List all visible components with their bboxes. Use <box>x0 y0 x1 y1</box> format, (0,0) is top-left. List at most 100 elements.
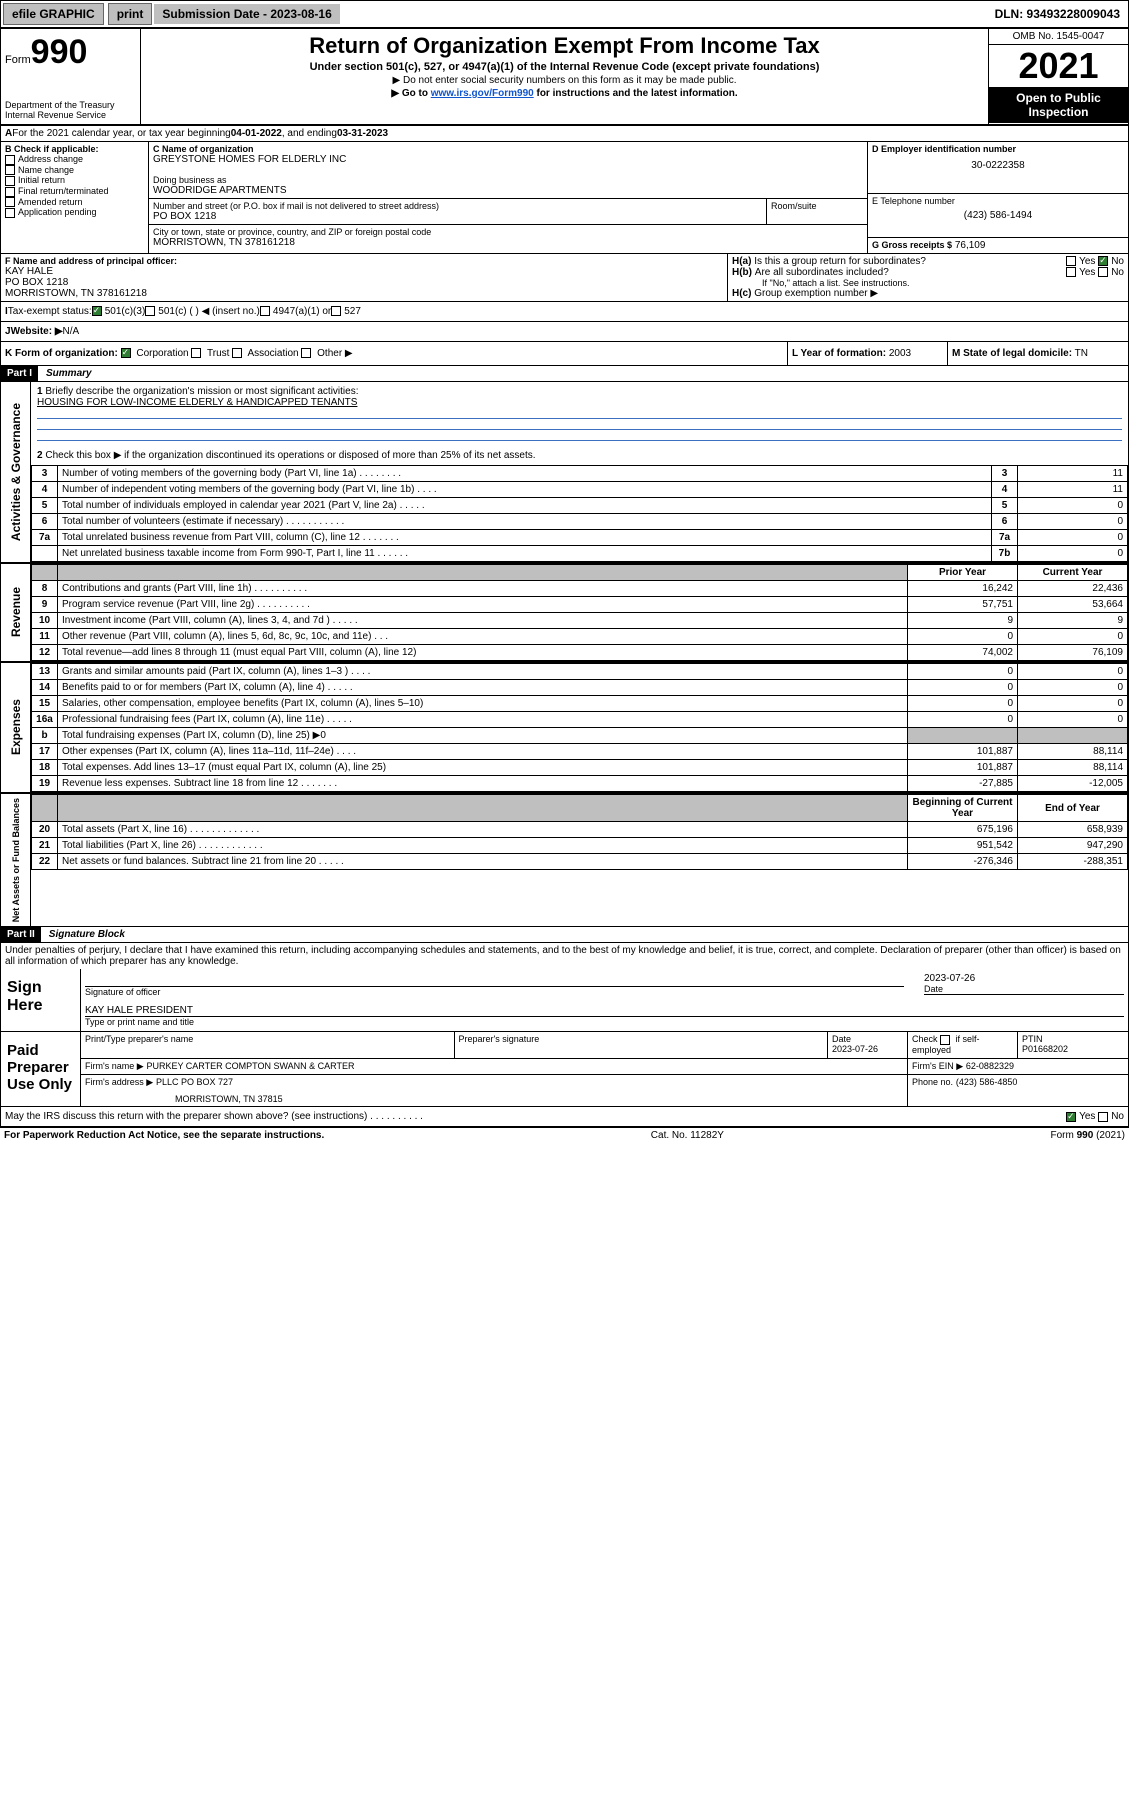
form-note2: ▶ Go to www.irs.gov/Form990 for instruct… <box>147 88 982 99</box>
part1-header: Part I Summary <box>1 366 1128 382</box>
chk-trust[interactable] <box>191 348 201 358</box>
dln-label: DLN: 93493228009043 <box>987 4 1128 24</box>
year-formation: 2003 <box>889 348 911 359</box>
efile-label: efile GRAPHIC <box>3 3 104 25</box>
ha-yes[interactable] <box>1066 256 1076 266</box>
note2-pre: ▶ Go to <box>391 88 430 99</box>
rev-table: Prior YearCurrent Year 8Contributions an… <box>31 564 1128 661</box>
opt-address: Address change <box>18 154 83 164</box>
opt-name: Name change <box>18 165 74 175</box>
chk-amended[interactable] <box>5 197 15 207</box>
sec-governance: Activities & Governance 1 Briefly descri… <box>1 382 1128 564</box>
chk-pending[interactable] <box>5 208 15 218</box>
ha-text: Is this a group return for subordinates? <box>754 256 926 267</box>
submission-date: Submission Date - 2023-08-16 <box>154 4 339 24</box>
fh-block: F Name and address of principal officer:… <box>1 254 1128 302</box>
chk-corp[interactable] <box>121 348 131 358</box>
part2-title: Signature Block <box>41 929 125 940</box>
a-end: 03-31-2023 <box>337 128 388 139</box>
f-label: F Name and address of principal officer: <box>5 256 723 266</box>
street-value: PO BOX 1218 <box>153 211 762 222</box>
may-yes[interactable] <box>1066 1112 1076 1122</box>
hb-yes[interactable] <box>1066 267 1076 277</box>
state-domicile: TN <box>1075 348 1088 359</box>
chk-self-employed[interactable] <box>940 1035 950 1045</box>
chk-final[interactable] <box>5 187 15 197</box>
chk-501c[interactable] <box>145 306 155 316</box>
firm-phone-label: Phone no. <box>912 1077 953 1087</box>
klm-row: K Form of organization: Corporation Trus… <box>1 342 1128 366</box>
sec-revenue: Revenue Prior YearCurrent Year 8Contribu… <box>1 564 1128 663</box>
l-label: L Year of formation: <box>792 348 886 359</box>
gross-receipts: 76,109 <box>955 240 986 251</box>
e-label: E Telephone number <box>872 196 1124 206</box>
row-j: J Website: ▶ N/A <box>1 322 1128 342</box>
chk-4947[interactable] <box>260 306 270 316</box>
chk-assoc[interactable] <box>232 348 242 358</box>
print-button[interactable]: print <box>108 3 153 25</box>
prep-date-label: Date <box>832 1034 903 1044</box>
net-table: Beginning of Current YearEnd of Year 20T… <box>31 794 1128 870</box>
form-subtitle: Under section 501(c), 527, or 4947(a)(1)… <box>147 61 982 73</box>
chk-address[interactable] <box>5 155 15 165</box>
officer-name: KAY HALE <box>5 266 723 277</box>
sec-netassets: Net Assets or Fund Balances Beginning of… <box>1 794 1128 927</box>
may-no[interactable] <box>1098 1112 1108 1122</box>
prep-sig-label: Preparer's signature <box>459 1034 824 1044</box>
dept-label: Department of the Treasury <box>5 100 136 110</box>
part2-tag: Part II <box>1 927 41 942</box>
a-text: For the 2021 calendar year, or tax year … <box>12 128 230 139</box>
tax-year: 2021 <box>989 45 1128 87</box>
irs-link[interactable]: www.irs.gov/Form990 <box>431 88 534 99</box>
sec-expenses: Expenses 13Grants and similar amounts pa… <box>1 663 1128 794</box>
website-value: N/A <box>63 326 80 337</box>
chk-527[interactable] <box>331 306 341 316</box>
side-exp: Expenses <box>7 695 25 759</box>
chk-name[interactable] <box>5 165 15 175</box>
bcde-block: B Check if applicable: Address change Na… <box>1 142 1128 254</box>
footer-right: Form 990 (2021) <box>1051 1130 1125 1141</box>
c-name-label: C Name of organization <box>153 144 863 154</box>
chk-other[interactable] <box>301 348 311 358</box>
j-label: Website: ▶ <box>11 326 63 337</box>
sign-here-label: Sign Here <box>1 969 81 1031</box>
opt-final: Final return/terminated <box>18 186 109 196</box>
part2-header: Part II Signature Block <box>1 927 1128 943</box>
sig-name: KAY HALE PRESIDENT <box>85 1005 1124 1016</box>
firm-name: PURKEY CARTER COMPTON SWANN & CARTER <box>146 1061 354 1071</box>
opt-amended: Amended return <box>18 197 83 207</box>
hb-no[interactable] <box>1098 267 1108 277</box>
sig-date-label: Date <box>924 984 1124 995</box>
firm-addr1: PLLC PO BOX 727 <box>156 1077 233 1087</box>
opt-initial: Initial return <box>18 175 65 185</box>
officer-city: MORRISTOWN, TN 378161218 <box>5 288 723 299</box>
city-value: MORRISTOWN, TN 378161218 <box>153 237 863 248</box>
b-label: B Check if applicable: <box>5 144 144 154</box>
form-number: Form990 <box>5 33 136 72</box>
form-header: Form990 Department of the Treasury Inter… <box>1 29 1128 126</box>
prep-date: 2023-07-26 <box>832 1044 903 1054</box>
row-a: A For the 2021 calendar year, or tax yea… <box>1 126 1128 142</box>
row-i: I Tax-exempt status: 501(c)(3) 501(c) ( … <box>1 302 1128 322</box>
ha-no[interactable] <box>1098 256 1108 266</box>
m-label: M State of legal domicile: <box>952 348 1072 359</box>
chk-501c3[interactable] <box>92 306 102 316</box>
may-irs-text: May the IRS discuss this return with the… <box>5 1111 423 1122</box>
d-label: D Employer identification number <box>872 144 1124 154</box>
firm-ein-label: Firm's EIN ▶ <box>912 1061 963 1071</box>
part1-title: Summary <box>38 368 92 379</box>
omb-number: OMB No. 1545-0047 <box>989 29 1128 45</box>
officer-street: PO BOX 1218 <box>5 277 723 288</box>
a-begin: 04-01-2022 <box>231 128 282 139</box>
chk-initial[interactable] <box>5 176 15 186</box>
q2-text: Check this box ▶ if the organization dis… <box>45 450 535 461</box>
form-title: Return of Organization Exempt From Incom… <box>147 33 982 59</box>
open-inspection: Open to Public Inspection <box>989 87 1128 123</box>
current-year-hdr: Current Year <box>1018 565 1128 581</box>
firm-ein: 62-0882329 <box>966 1061 1014 1071</box>
city-label: City or town, state or province, country… <box>153 227 863 237</box>
room-label: Room/suite <box>771 201 863 211</box>
end-hdr: End of Year <box>1018 795 1128 822</box>
hb-text: Are all subordinates included? <box>755 267 889 278</box>
mission-text: HOUSING FOR LOW-INCOME ELDERLY & HANDICA… <box>37 397 1122 408</box>
